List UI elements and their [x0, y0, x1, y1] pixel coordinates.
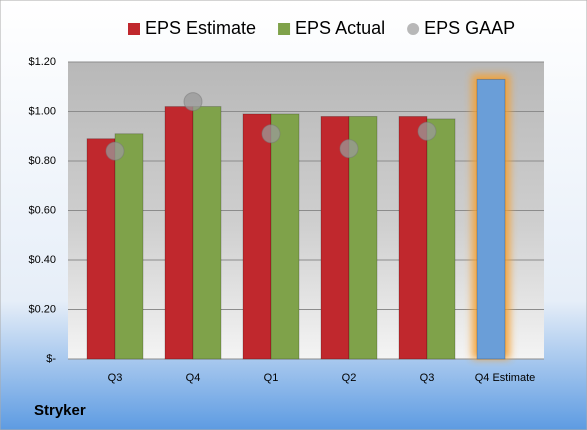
gaap-marker — [105, 141, 125, 161]
x-tick-label: Q2 — [342, 372, 357, 384]
x-tick-label: Q3 — [108, 372, 123, 384]
bar — [242, 113, 272, 360]
y-tick-label: $0.60 — [28, 204, 56, 216]
bar — [426, 118, 456, 360]
gaap-marker — [417, 121, 437, 141]
bar — [86, 138, 116, 360]
gaap-marker — [183, 92, 203, 112]
x-tick-label: Q4 Estimate — [475, 372, 536, 384]
bar — [192, 106, 222, 360]
legend-marker — [407, 23, 420, 35]
bar — [398, 116, 428, 360]
legend-label: EPS Actual — [295, 18, 385, 38]
x-tick-label: Q3 — [420, 372, 435, 384]
y-tick-label: $0.40 — [28, 254, 56, 266]
y-tick-label: $1.00 — [28, 105, 56, 117]
y-tick-label: $1.20 — [28, 56, 56, 68]
legend-marker — [128, 23, 140, 35]
gaap-marker — [339, 139, 359, 159]
bar — [164, 106, 194, 360]
chart-title: Stryker — [34, 402, 86, 419]
x-tick-label: Q4 — [186, 372, 201, 384]
bar — [114, 133, 144, 360]
gaap-marker — [261, 124, 281, 144]
y-tick-label: $- — [46, 353, 56, 365]
bar — [476, 78, 506, 360]
legend-marker — [278, 23, 291, 35]
y-tick-label: $0.80 — [28, 155, 56, 167]
legend-label: EPS Estimate — [145, 18, 256, 38]
legend-label: EPS GAAP — [424, 18, 515, 38]
y-tick-label: $0.20 — [28, 303, 56, 315]
x-tick-label: Q1 — [264, 372, 279, 384]
bar — [270, 113, 300, 360]
